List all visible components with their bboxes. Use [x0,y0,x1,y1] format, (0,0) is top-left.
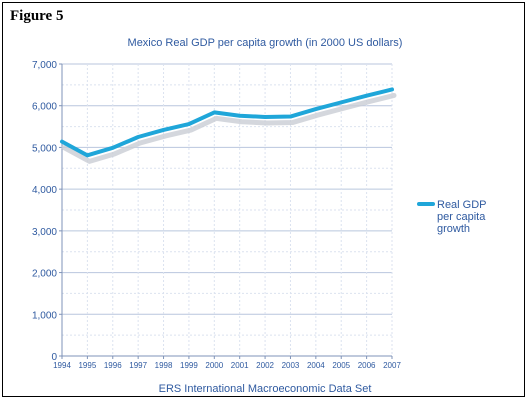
x-tick-label: 2000 [205,361,223,370]
data-point [60,140,64,144]
x-tick-label: 2006 [358,361,376,370]
chart-title: Mexico Real GDP per capita growth (in 20… [128,37,403,49]
y-tick-label: 7,000 [32,60,57,71]
x-tick-label: 1996 [104,361,122,370]
x-tick-label: 1999 [180,361,198,370]
grid [62,63,393,356]
y-tick-label: 1,000 [32,310,57,321]
data-point [365,94,369,98]
series-layer [60,87,397,164]
axes: 0 1,000 2,000 3,000 4,000 5,000 6,000 7,000 1994… [32,60,401,370]
x-tick-label: 1995 [78,361,96,370]
y-tick-label: 5,000 [32,143,57,154]
data-point [111,146,115,150]
y-tick-label: 2,000 [32,269,57,280]
x-tick-label: 1997 [129,361,147,370]
y-tick-label: 3,000 [32,227,57,238]
legend-label: per capita [437,211,486,223]
x-tick-label: 1998 [155,361,173,370]
data-point [212,110,216,114]
series-line-shadow [61,92,397,164]
figure-label: Figure 5 [10,8,64,24]
figure-frame [2,2,525,397]
x-tick-label: 2003 [282,361,300,370]
x-tick-label: 2007 [383,361,401,370]
x-tick-label: 2005 [332,361,350,370]
data-point [187,122,191,126]
data-point [136,135,140,139]
x-tick-label: 1994 [53,361,71,370]
data-point [85,153,89,157]
y-tick-label: 6,000 [32,102,57,113]
x-tick-label: 2002 [256,361,274,370]
data-point [314,107,318,111]
data-point [162,128,166,132]
source-caption: ERS International Macroeconomic Data Set [159,383,372,395]
y-tick-label: 0 [51,352,57,363]
data-point [339,100,343,104]
legend-label: Real GDP [437,199,487,211]
legend-label: growth [437,223,470,235]
y-tick-label: 4,000 [32,185,57,196]
data-point [263,115,267,119]
data-point [390,87,394,91]
data-point [238,114,242,118]
series-line [60,87,394,158]
x-tick-label: 2004 [307,361,325,370]
data-point [288,115,292,119]
x-tick-label: 2001 [231,361,249,370]
